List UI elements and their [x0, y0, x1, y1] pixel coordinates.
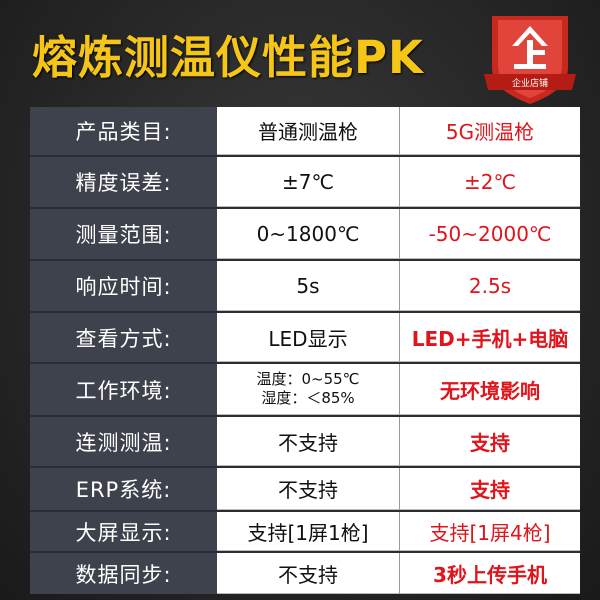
- temperature-range: 温度：0~55℃: [256, 370, 360, 388]
- table-row: 测量范围: 0~1800℃ -50~2000℃: [30, 209, 580, 261]
- row-label: 大屏显示:: [30, 512, 217, 551]
- normal-value: 支持[1屏1枪]: [217, 512, 400, 551]
- row-label: 测量范围:: [30, 209, 217, 259]
- row-label: 产品类目:: [30, 107, 217, 155]
- table-row: 大屏显示: 支持[1屏1枪] 支持[1屏4枪]: [30, 512, 580, 553]
- normal-value: 5s: [217, 261, 400, 311]
- table-row: 产品类目: 普通测温枪 5G测温枪: [30, 107, 580, 157]
- fiveg-value: 2.5s: [400, 261, 580, 311]
- normal-value: LED显示: [217, 313, 400, 362]
- normal-value: ±7℃: [217, 157, 400, 207]
- normal-value: 0~1800℃: [217, 209, 400, 259]
- fiveg-value: 支持: [400, 468, 580, 510]
- table-row: 数据同步: 不支持 3秒上传手机: [30, 553, 580, 594]
- normal-value: 不支持: [217, 417, 400, 466]
- row-label: ERP系统:: [30, 468, 217, 510]
- comparison-table: 产品类目: 普通测温枪 5G测温枪 精度误差: ±7℃ ±2℃ 测量范围: 0~…: [30, 107, 580, 594]
- normal-value: 不支持: [217, 553, 400, 594]
- table-row: 连测测温: 不支持 支持: [30, 417, 580, 468]
- badge-text: 企业店铺: [512, 77, 548, 89]
- row-label: 数据同步:: [30, 553, 217, 594]
- humidity-range: 湿度：＜85%: [261, 389, 355, 407]
- normal-value: 温度：0~55℃ 湿度：＜85%: [217, 364, 400, 415]
- fiveg-value: 无环境影响: [400, 364, 580, 415]
- fiveg-value: -50~2000℃: [400, 209, 580, 259]
- row-label: 精度误差:: [30, 157, 217, 207]
- fiveg-value: 5G测温枪: [400, 107, 580, 155]
- page-title: 熔炼测温仪性能PK: [32, 31, 424, 84]
- fiveg-value: 3秒上传手机: [400, 553, 580, 594]
- normal-value: 不支持: [217, 468, 400, 510]
- fiveg-value: 支持[1屏4枪]: [400, 512, 580, 551]
- table-row: 响应时间: 5s 2.5s: [30, 261, 580, 313]
- enterprise-shield-icon: 企业店铺: [484, 16, 576, 104]
- row-label: 响应时间:: [30, 261, 217, 311]
- fiveg-value: LED+手机+电脑: [400, 313, 580, 362]
- fiveg-value: ±2℃: [400, 157, 580, 207]
- table-row: 精度误差: ±7℃ ±2℃: [30, 157, 580, 209]
- fiveg-value: 支持: [400, 417, 580, 466]
- table-row: ERP系统: 不支持 支持: [30, 468, 580, 512]
- row-label: 连测测温:: [30, 417, 217, 466]
- row-label: 工作环境:: [30, 364, 217, 415]
- normal-value: 普通测温枪: [217, 107, 400, 155]
- row-label: 查看方式:: [30, 313, 217, 362]
- table-row: 工作环境: 温度：0~55℃ 湿度：＜85% 无环境影响: [30, 364, 580, 417]
- table-row: 查看方式: LED显示 LED+手机+电脑: [30, 313, 580, 364]
